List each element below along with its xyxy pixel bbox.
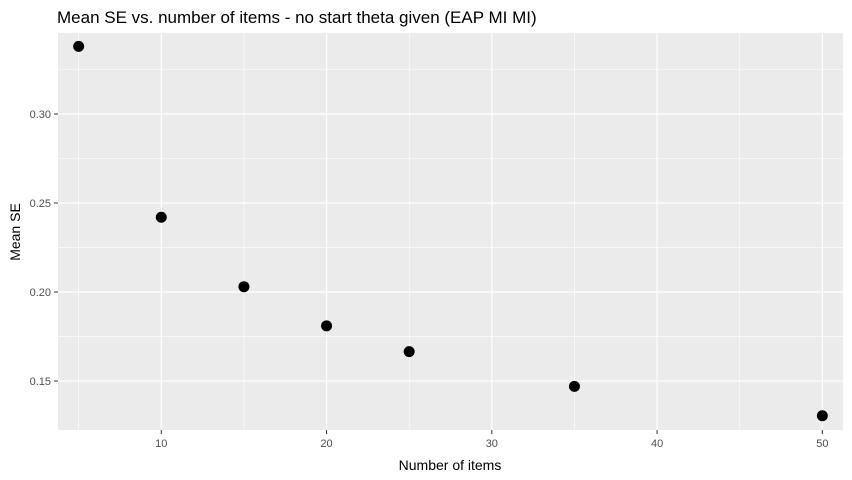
minor-gridlines bbox=[58, 33, 843, 430]
x-axis-title: Number of items bbox=[399, 457, 502, 473]
data-point bbox=[238, 281, 250, 293]
y-axis-title: Mean SE bbox=[7, 203, 23, 261]
y-tick-label: 0.30 bbox=[30, 109, 51, 121]
data-point bbox=[155, 211, 167, 223]
y-tick-label: 0.25 bbox=[30, 198, 51, 210]
data-point bbox=[321, 320, 333, 332]
x-axis-ticks: 10 20 30 40 50 bbox=[155, 430, 828, 450]
y-tick-label: 0.20 bbox=[30, 287, 51, 299]
x-tick-label: 50 bbox=[816, 438, 828, 450]
data-point bbox=[73, 40, 85, 52]
x-tick-label: 30 bbox=[486, 438, 498, 450]
chart-title: Mean SE vs. number of items - no start t… bbox=[57, 8, 537, 27]
major-gridlines bbox=[58, 33, 843, 430]
x-tick-label: 40 bbox=[651, 438, 663, 450]
x-tick-label: 10 bbox=[155, 438, 167, 450]
data-point bbox=[568, 380, 580, 392]
y-tick-label: 0.15 bbox=[30, 376, 51, 388]
x-tick-label: 20 bbox=[320, 438, 332, 450]
data-point bbox=[403, 346, 415, 358]
y-axis-ticks: 0.15 0.20 0.25 0.30 bbox=[30, 109, 58, 388]
plot-panel bbox=[58, 33, 843, 430]
data-point bbox=[816, 410, 828, 422]
data-points bbox=[73, 40, 828, 422]
